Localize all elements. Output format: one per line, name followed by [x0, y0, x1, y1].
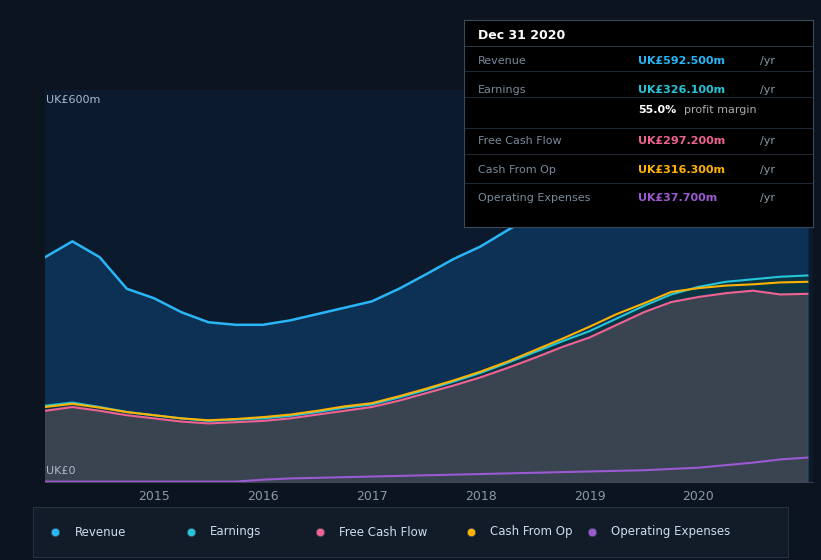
Text: Dec 31 2020: Dec 31 2020 [478, 29, 565, 41]
Text: Revenue: Revenue [75, 525, 126, 539]
Text: Operating Expenses: Operating Expenses [478, 193, 590, 203]
Text: /yr: /yr [760, 85, 776, 95]
Text: Free Cash Flow: Free Cash Flow [339, 525, 427, 539]
Text: Cash From Op: Cash From Op [490, 525, 572, 539]
Text: UK£297.200m: UK£297.200m [639, 136, 726, 146]
Text: /yr: /yr [760, 136, 776, 146]
Text: Earnings: Earnings [478, 85, 526, 95]
Text: UK£592.500m: UK£592.500m [639, 56, 725, 66]
Text: /yr: /yr [760, 56, 776, 66]
Text: UK£600m: UK£600m [46, 96, 100, 105]
Text: Revenue: Revenue [478, 56, 526, 66]
Text: Earnings: Earnings [210, 525, 262, 539]
Text: UK£37.700m: UK£37.700m [639, 193, 718, 203]
Text: 55.0%: 55.0% [639, 105, 677, 115]
Text: /yr: /yr [760, 193, 776, 203]
Text: profit margin: profit margin [684, 105, 756, 115]
Text: Cash From Op: Cash From Op [478, 165, 556, 175]
Text: UK£326.100m: UK£326.100m [639, 85, 726, 95]
Text: Free Cash Flow: Free Cash Flow [478, 136, 562, 146]
Text: Operating Expenses: Operating Expenses [611, 525, 730, 539]
Text: /yr: /yr [760, 165, 776, 175]
Text: UK£316.300m: UK£316.300m [639, 165, 725, 175]
Text: UK£0: UK£0 [46, 466, 76, 476]
